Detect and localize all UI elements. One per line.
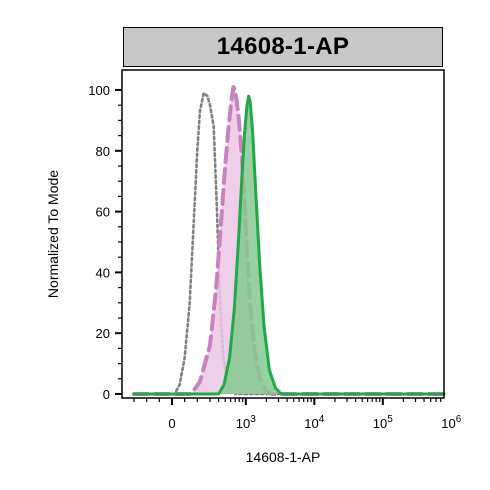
x-tick-exponent: 3 (250, 414, 256, 425)
x-tick-label: 0 (168, 416, 175, 431)
x-tick-exponent: 4 (319, 414, 325, 425)
x-tick-label: 103 (236, 414, 256, 431)
series-1-line (132, 85, 446, 396)
axes-layer (121, 69, 445, 399)
series-1-fill (134, 87, 444, 394)
x-tick-label: 104 (304, 414, 324, 431)
series-layer (132, 85, 446, 396)
y-tick-label: 100 (88, 83, 110, 98)
x-tick-exponent: 5 (387, 414, 393, 425)
x-tick-label: 106 (441, 414, 461, 431)
x-tick-label: 105 (373, 414, 393, 431)
y-axis-title: Normalized To Mode (45, 170, 61, 298)
series-2-fill (134, 96, 444, 394)
series-2-line (132, 94, 446, 396)
x-tick-exponent: 6 (456, 414, 462, 425)
x-axis-title: 14608-1-AP (246, 449, 321, 465)
y-tick-label: 0 (103, 387, 110, 402)
x-axis: 0 103 104 105 106 (133, 398, 462, 431)
y-tick-label: 20 (96, 326, 110, 341)
chart-title: 14608-1-AP (216, 33, 350, 60)
y-axis: 0 20 40 60 80 100 (88, 83, 122, 402)
y-tick-label: 60 (96, 205, 110, 220)
chart-title-box: 14608-1-AP (123, 27, 443, 67)
series-0-line (132, 91, 446, 396)
y-tick-label: 80 (96, 144, 110, 159)
y-tick-label: 40 (96, 265, 110, 280)
plot-frame (121, 69, 445, 399)
